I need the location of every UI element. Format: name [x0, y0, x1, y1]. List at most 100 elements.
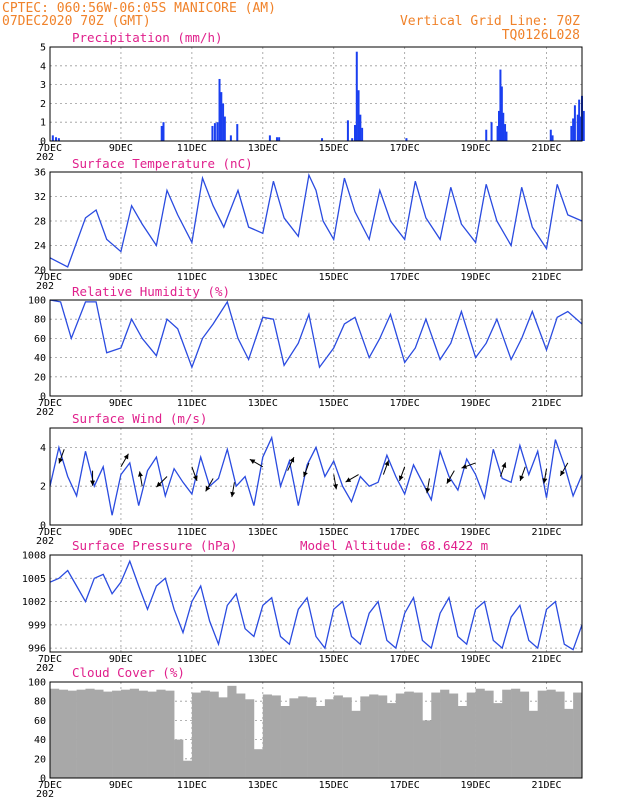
cloud-bar: [94, 689, 104, 778]
cloud-bar: [502, 689, 512, 778]
pressure-x-tick-label: 17DEC: [390, 654, 420, 665]
wind-x-tick-label: 7DEC: [38, 527, 62, 538]
wind-panel: Surface Wind (m/s) 0 2 4 7DEC 9DEC 11DEC 13DEC…: [36, 411, 583, 547]
precip-bar: [57, 138, 60, 141]
cloud-bar: [280, 706, 290, 778]
cloud-bar: [449, 693, 459, 778]
header-run-date: 07DEC2020 70Z (GMT): [2, 14, 151, 29]
precip-bar: [405, 138, 408, 141]
precip-bar: [361, 127, 364, 141]
precipitation-y-tick-label: 0: [40, 137, 46, 148]
wind-arrow-head: [384, 460, 390, 467]
cloud-bar: [413, 692, 423, 778]
cloud-bar: [85, 688, 95, 778]
cloud-x-tick-label: 7DEC: [38, 780, 62, 791]
precip-bar: [321, 138, 324, 141]
humidity-series-line: [49, 299, 583, 370]
wind-arrow-head: [230, 491, 236, 498]
cloud-y-tick-label: 40: [34, 735, 46, 746]
cloud-bar: [307, 697, 317, 778]
cloud-bar: [342, 697, 352, 778]
humidity-x-tick-label: 9DEC: [109, 398, 133, 409]
cloud-bar: [386, 703, 397, 778]
humidity-x-tick-label: 19DEC: [461, 398, 491, 409]
cloud-y-tick-label: 100: [28, 678, 46, 689]
pressure-plot: 996 999 1002 1005 1008 7DEC 9DEC 11DEC 13DEC 15DE…: [22, 551, 583, 674]
cloud-bar: [422, 720, 432, 778]
precip-bar: [359, 114, 362, 141]
pressure-title: Surface Pressure (hPa): [72, 538, 238, 553]
pressure-x-tick-label: 15DEC: [319, 654, 349, 665]
wind-arrow-head: [156, 481, 162, 488]
wind-year-stub: 202: [36, 536, 54, 547]
humidity-x-tick-label: 15DEC: [319, 398, 349, 409]
temperature-y-tick-label: 24: [34, 241, 46, 252]
temperature-x-tick-label: 11DEC: [177, 272, 207, 283]
wind-arrow-head: [205, 485, 211, 492]
cloud-x-tick-label: 15DEC: [319, 780, 349, 791]
cloud-bar: [351, 710, 361, 778]
precip-bar: [498, 110, 501, 141]
cloud-bar: [546, 689, 556, 778]
cloud-bar: [431, 692, 441, 778]
humidity-year-stub: 202: [36, 407, 54, 418]
pressure-x-tick-label: 7DEC: [38, 654, 62, 665]
wind-arrow-head: [138, 471, 143, 477]
precipitation-y-tick-label: 5: [40, 43, 46, 54]
precip-bar: [346, 120, 349, 141]
pressure-year-stub: 202: [36, 663, 54, 674]
pressure-x-tick-label: 9DEC: [109, 654, 133, 665]
wind-y-tick-label: 0: [40, 521, 46, 532]
cloud-bar: [209, 691, 219, 778]
pressure-y-tick-label: 1005: [22, 574, 46, 585]
precip-bar: [229, 135, 232, 141]
wind-arrow-head: [542, 478, 548, 484]
wind-plot: 0 2 4 7DEC 9DEC 11DEC 13DEC 15DEC 17DEC 19DEC 21DE…: [36, 427, 583, 547]
cloud-bar: [298, 696, 308, 778]
wind-arrow-head: [398, 475, 404, 481]
cloud-bar: [253, 749, 264, 778]
precipitation-frame: [49, 46, 583, 142]
precip-bar: [162, 122, 165, 141]
pressure-x-tick-label: 19DEC: [461, 654, 491, 665]
pressure-series-line: [49, 559, 583, 651]
precipitation-year-stub: 202: [36, 152, 54, 163]
precipitation-y-tick-label: 2: [40, 99, 46, 110]
precip-bar: [355, 51, 358, 142]
cloud-bar: [76, 689, 86, 778]
cloud-bar: [103, 691, 113, 778]
cloud-bar: [369, 694, 379, 778]
humidity-frame: [49, 299, 583, 397]
cloud-bar: [333, 695, 343, 778]
humidity-x-tick-label: 17DEC: [390, 398, 420, 409]
pressure-y-tick-label: 1002: [22, 597, 46, 608]
cloud-bar: [395, 693, 405, 778]
precipitation-y-tick-label: 1: [40, 118, 46, 129]
humidity-y-tick-label: 20: [34, 372, 46, 383]
precipitation-title: Precipitation (mm/h): [72, 30, 223, 45]
wind-arrow-head: [333, 483, 338, 490]
cloud-bar: [58, 689, 69, 778]
precipitation-y-tick-label: 3: [40, 80, 46, 91]
precip-bar: [490, 122, 493, 141]
pressure-altitude-note: Model Altitude: 68.6422 m: [300, 538, 488, 553]
wind-x-tick-label: 21DEC: [531, 527, 561, 538]
temperature-x-tick-label: 7DEC: [38, 272, 62, 283]
wind-arrow-head: [345, 477, 352, 483]
temperature-frame: [49, 171, 583, 271]
precip-bar: [579, 116, 582, 141]
cloud-bar: [484, 690, 494, 778]
precip-bar: [213, 123, 216, 141]
precip-bar: [570, 125, 573, 141]
wind-arrow-head: [123, 453, 129, 460]
humidity-x-tick-label: 11DEC: [177, 398, 207, 409]
humidity-x-tick-label: 13DEC: [248, 398, 278, 409]
precipitation-x-tick-label: 9DEC: [109, 143, 133, 154]
temperature-x-tick-label: 21DEC: [531, 272, 561, 283]
cloud-bar: [519, 691, 530, 778]
temperature-series-line: [49, 172, 583, 268]
precip-bar: [351, 138, 354, 141]
cloud-bar: [316, 706, 326, 778]
humidity-plot: 0 20 40 60 80 100 7DEC 9DEC 11DEC 13DEC 15DEC 17DEC…: [28, 296, 583, 418]
header-station: CPTEC: 060:56W-06:05S MANICORE (AM): [2, 1, 276, 16]
